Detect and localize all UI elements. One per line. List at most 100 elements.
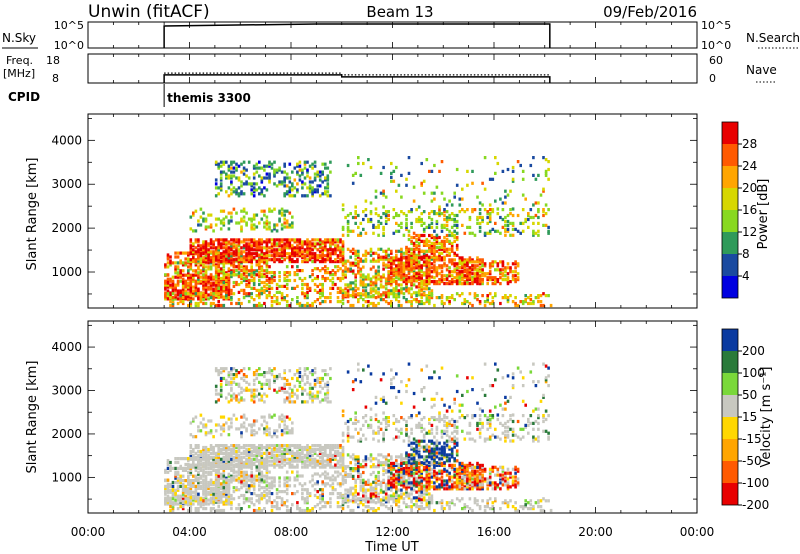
power-cell [407, 260, 411, 264]
power-cell [207, 248, 210, 252]
power-cell [453, 253, 456, 257]
power-cell [293, 271, 297, 275]
power-cell [412, 274, 416, 278]
power-cell [316, 242, 319, 246]
power-cell [225, 296, 228, 300]
power-cell [260, 256, 264, 260]
freq-tick-bottom: 8 [52, 72, 59, 85]
velocity-cell [237, 447, 241, 452]
velocity-cell [301, 451, 304, 455]
nsky-tick-top: 10^5 [54, 19, 84, 32]
power-cell [395, 256, 398, 260]
velocity-cell [351, 492, 355, 496]
power-cell [242, 172, 246, 176]
power-cell [275, 301, 279, 306]
power-cell [341, 254, 345, 258]
power-cell [392, 262, 396, 266]
power-cell [209, 258, 213, 262]
velocity-cell [207, 484, 210, 488]
power-cell [288, 223, 292, 227]
power-cell [194, 294, 198, 298]
power-cell [252, 194, 256, 198]
velocity-cell [194, 478, 198, 482]
power-cell [278, 252, 281, 256]
power-cell [326, 254, 330, 258]
power-cell [240, 246, 243, 250]
power-cell [377, 287, 380, 291]
power-cell [395, 272, 398, 276]
power-cell [430, 241, 434, 245]
power-cell [252, 240, 256, 244]
velocity-cell [166, 462, 170, 467]
power-cell [527, 301, 530, 306]
power-cell [189, 267, 193, 271]
power-cell [242, 246, 246, 250]
power-cell [463, 276, 467, 280]
power-cell [278, 260, 281, 264]
power-cell [212, 250, 215, 254]
power-cell [199, 207, 203, 211]
power-cell [544, 294, 548, 298]
power-cell [275, 170, 279, 174]
power-cell [232, 160, 236, 164]
power-cell [230, 182, 233, 186]
power-cell [466, 225, 469, 229]
velocity-cell [199, 453, 203, 457]
power-cell [214, 160, 218, 164]
power-cell [374, 207, 378, 211]
velocity-cell [240, 482, 243, 486]
power-cell [445, 253, 449, 257]
power-cell [308, 258, 312, 262]
power-cell [377, 273, 380, 277]
power-cell [372, 303, 375, 308]
power-cell [339, 250, 342, 254]
velocity-cell [288, 484, 292, 488]
power-cell [225, 260, 228, 264]
velocity-cell [197, 472, 200, 476]
power-cell [242, 168, 246, 172]
power-cell [237, 271, 241, 275]
velocity-cell [214, 470, 218, 474]
velocity-cell [306, 465, 309, 469]
power-cell [207, 250, 210, 254]
power-cell [349, 261, 352, 265]
power-cell [171, 301, 175, 306]
power-cell [212, 263, 215, 267]
velocity-cell [362, 494, 365, 498]
power-cell [435, 270, 439, 274]
velocity-cell [288, 459, 292, 463]
power-cell [430, 249, 434, 253]
velocity-cell [273, 478, 276, 482]
power-cell [468, 278, 472, 282]
power-cell [506, 219, 510, 224]
power-cell [341, 225, 345, 229]
velocity-cell [260, 472, 264, 476]
power-cell [357, 300, 360, 304]
velocity-cell [187, 500, 190, 504]
power-cell [212, 283, 215, 287]
power-cell [422, 262, 426, 266]
velocity-cell [326, 445, 330, 450]
velocity-cell [181, 496, 185, 500]
power-cell [400, 247, 403, 251]
velocity-cell [212, 465, 215, 469]
power-cell [415, 266, 418, 270]
power-cell [461, 262, 464, 266]
velocity-cell [263, 451, 266, 455]
power-cell [219, 285, 223, 289]
velocity-cell [247, 459, 251, 463]
power-cell [527, 217, 530, 222]
power-cell [298, 240, 302, 244]
power-cell [478, 266, 482, 270]
power-cell [387, 282, 390, 286]
power-cell [207, 242, 210, 246]
power-cell [212, 244, 215, 248]
power-cell [278, 278, 281, 283]
power-cell [278, 209, 281, 213]
velocity-cell [306, 492, 309, 496]
power-cell [204, 254, 208, 258]
power-cell [194, 260, 198, 264]
velocity-cell [306, 451, 309, 455]
velocity-cell [212, 500, 215, 504]
power-cell [232, 174, 236, 178]
